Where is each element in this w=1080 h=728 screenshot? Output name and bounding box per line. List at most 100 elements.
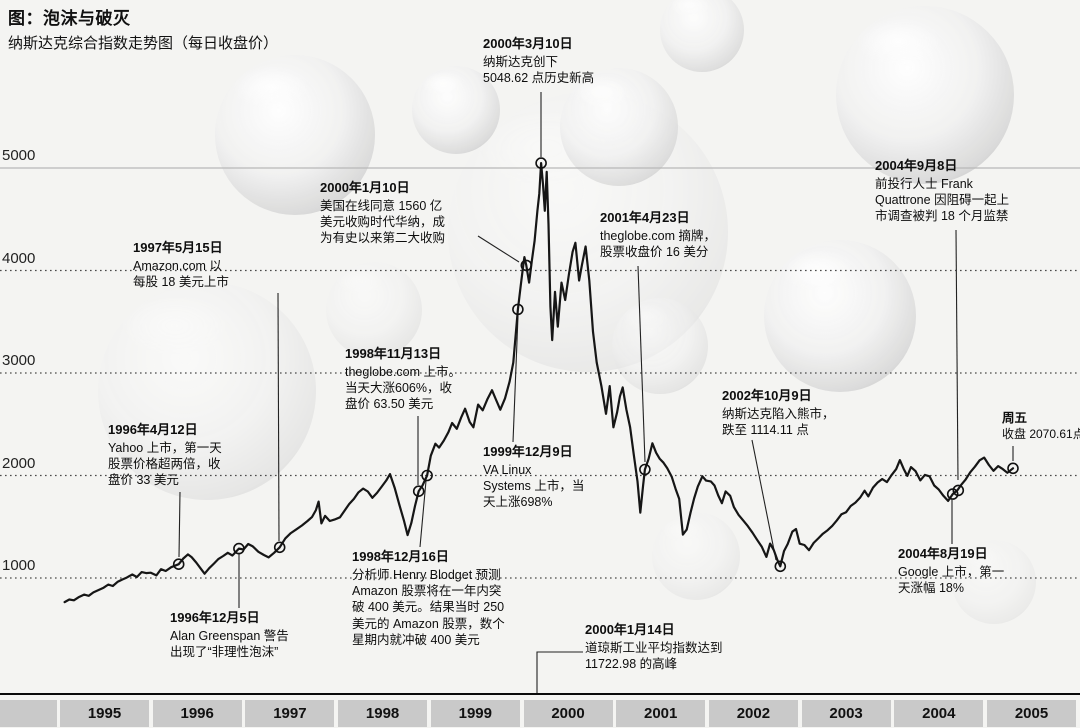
annotation-text: Amazon.com 以 每股 18 美元上市 xyxy=(133,258,229,290)
annotation-aol-time-warner: 2000年1月10日美国在线同意 1560 亿 美元收购时代华纳，成 为有史以来… xyxy=(320,180,478,247)
event-marker-greenspan xyxy=(233,542,245,555)
annotation-connector-blodget xyxy=(419,480,427,548)
y-axis-label-3000: 3000 xyxy=(2,352,36,369)
bubble-decoration xyxy=(560,68,678,186)
annotation-connector-aol-time-warner xyxy=(477,235,520,263)
bubble-decoration xyxy=(612,298,708,394)
nasdaq-index-line xyxy=(63,162,1015,604)
annotation-text: VA Linux Systems 上市，当 天上涨698% xyxy=(483,462,585,510)
annotation-text: Yahoo 上市，第一天 股票价格超两倍，收 盘价 33 美元 xyxy=(108,440,222,488)
annotation-date: 1999年12月9日 xyxy=(483,444,573,459)
event-marker-theglobe-ipo xyxy=(412,485,425,498)
annotation-amazon-ipo: 1997年5月15日 Amazon.com 以 每股 18 美元上市 xyxy=(133,240,268,290)
timeline-year-1997: 1997 xyxy=(245,700,335,727)
event-marker-bear-low xyxy=(774,560,787,573)
y-axis-label-2000: 2000 xyxy=(2,454,36,472)
annotation-date: 2000年1月14日 xyxy=(585,622,675,637)
bubble-decoration xyxy=(326,262,422,358)
timeline-year-2003: 2003 xyxy=(801,700,891,727)
annotation-date: 2004年8月19日 xyxy=(898,546,988,561)
bubble-decoration xyxy=(98,282,316,500)
event-marker-quattrone xyxy=(952,484,965,497)
annotation-google-ipo: 2004年8月19日 Google 上市，第一 天涨幅 18% xyxy=(898,546,1058,596)
event-marker-amazon-ipo xyxy=(273,541,286,554)
bubble-decoration xyxy=(412,66,500,154)
annotation-date: 2000年3月10日 xyxy=(483,36,573,51)
bubble-decoration xyxy=(836,6,1014,184)
annotation-dow-peak: 2000年1月14日道琼斯工业平均指数达到 11722.98 的高峰 xyxy=(585,622,775,672)
timeline-year-1999: 1999 xyxy=(430,700,520,727)
event-marker-theglobe-delist xyxy=(639,463,651,476)
timeline-year-2002: 2002 xyxy=(708,700,798,727)
timeline-year-2004: 2004 xyxy=(894,700,984,727)
timeline-year-2005: 2005 xyxy=(987,700,1076,727)
annotation-text: 纳斯达克创下 5048.62 点历史新高 xyxy=(483,54,595,86)
annotation-text: 前投行人士 Frank Quattrone 因阻碍一起上 市调查被判 18 个月… xyxy=(875,176,1010,224)
annotation-text: Google 上市，第一 天涨幅 18% xyxy=(898,564,1005,596)
annotation-date: 1998年12月16日 xyxy=(352,549,449,564)
annotation-theglobe-ipo: 1998年11月13日 theglobe.com 上市。 当天大涨606%，收 盘… xyxy=(345,346,500,413)
event-marker-blodget xyxy=(421,469,433,482)
annotation-connector-theglobe-delist xyxy=(637,265,646,463)
y-axis-label-1000: 1000 xyxy=(2,557,36,574)
annotation-date: 周五 xyxy=(1002,411,1028,425)
annotation-connector-amazon-ipo xyxy=(277,292,280,542)
timeline-year-1996: 1996 xyxy=(152,700,242,727)
annotation-greenspan: 1996年12月5日 Alan Greenspan 警告 出现了“非理性泡沫” xyxy=(170,610,345,660)
bubble-decoration xyxy=(952,540,1036,624)
annotation-text: 道琼斯工业平均指数达到 11722.98 的高峰 xyxy=(585,640,723,672)
annotation-date: 1998年11月13日 xyxy=(345,346,442,361)
annotation-yahoo-ipo: 1996年4月12日 Yahoo 上市，第一天 股票价格超两倍，收 盘价 33 美… xyxy=(108,422,258,489)
annotation-text: 分析师 Henry Blodget 预测 Amazon 股票将在一年内突 破 4… xyxy=(352,567,505,647)
event-marker-va-linux-ipo xyxy=(512,303,524,316)
annotation-text: Alan Greenspan 警告 出现了“非理性泡沫” xyxy=(170,628,289,660)
y-axis-label-4000: 4000 xyxy=(2,249,36,267)
annotation-connector-va-linux-ipo xyxy=(512,315,519,443)
timeline-year-1998: 1998 xyxy=(338,700,428,727)
bubble-decoration xyxy=(215,55,375,215)
annotation-va-linux-ipo: 1999年12月9日 VA Linux Systems 上市，当 天上涨698% xyxy=(483,444,618,511)
annotation-date: 2000年1月10日 xyxy=(320,180,410,195)
chart-header: 图：泡沫与破灭 纳斯达克综合指数走势图（每日收盘价） xyxy=(8,4,278,53)
bubble-decoration xyxy=(764,240,916,392)
timeline-year-2001: 2001 xyxy=(616,700,706,727)
annotation-text: theglobe.com 摘牌， 股票收盘价 16 美分 xyxy=(600,228,717,260)
chart-subtitle: 纳斯达克综合指数走势图（每日收盘价） xyxy=(8,35,279,52)
y-axis-label-5000: 5000 xyxy=(2,147,36,164)
annotation-blodget: 1998年12月16日分析师 Henry Blodget 预测 Amazon 股… xyxy=(352,549,587,648)
annotation-date: 1996年12月5日 xyxy=(170,610,260,625)
timeline-year-2000: 2000 xyxy=(523,700,613,727)
bubble-decoration xyxy=(660,0,744,72)
annotation-theglobe-delist: 2001年4月23日 theglobe.com 摘牌， 股票收盘价 16 美分 xyxy=(600,210,765,260)
event-marker-nasdaq-peak xyxy=(535,157,547,169)
event-marker-yahoo-ipo xyxy=(172,558,185,571)
event-marker-aol-time-warner xyxy=(520,259,533,272)
annotation-bear-low: 2002年10月9日纳斯达克陷入熊市， 跌至 1114.11 点 xyxy=(722,388,872,438)
annotation-text: theglobe.com 上市。 当天大涨606%，收 盘价 63.50 美元 xyxy=(345,364,462,412)
annotation-connector-quattrone xyxy=(955,229,959,481)
chart-title: 图：泡沫与破灭 xyxy=(8,9,131,28)
annotation-connector-yahoo-ipo xyxy=(178,491,181,558)
annotation-nasdaq-peak: 2000年3月10日纳斯达克创下 5048.62 点历史新高 xyxy=(483,36,653,86)
annotation-date: 2002年10月9日 xyxy=(722,388,812,403)
annotation-text: 纳斯达克陷入熊市， 跌至 1114.11 点 xyxy=(722,406,835,438)
annotation-text: 收盘 2070.61点 xyxy=(1002,427,1080,442)
annotation-text: 美国在线同意 1560 亿 美元收购时代华纳，成 为有史以来第二大收购 xyxy=(320,198,446,246)
annotation-date: 2001年4月23日 xyxy=(600,210,690,225)
annotation-date: 2004年9月8日 xyxy=(875,158,958,173)
event-marker-friday-close xyxy=(1007,462,1019,475)
annotation-quattrone: 2004年9月8日前投行人士 Frank Quattrone 因阻碍一起上 市调… xyxy=(875,158,1080,225)
annotation-date: 1996年4月12日 xyxy=(108,422,198,437)
annotation-connector-dow-peak xyxy=(536,651,583,693)
timeline-year-1995: 1995 xyxy=(60,700,149,727)
annotation-date: 1997年5月15日 xyxy=(133,240,223,255)
bubble-decoration xyxy=(652,512,740,600)
timeline-cell-lead xyxy=(0,700,57,727)
annotation-connector-bear-low xyxy=(751,439,777,561)
